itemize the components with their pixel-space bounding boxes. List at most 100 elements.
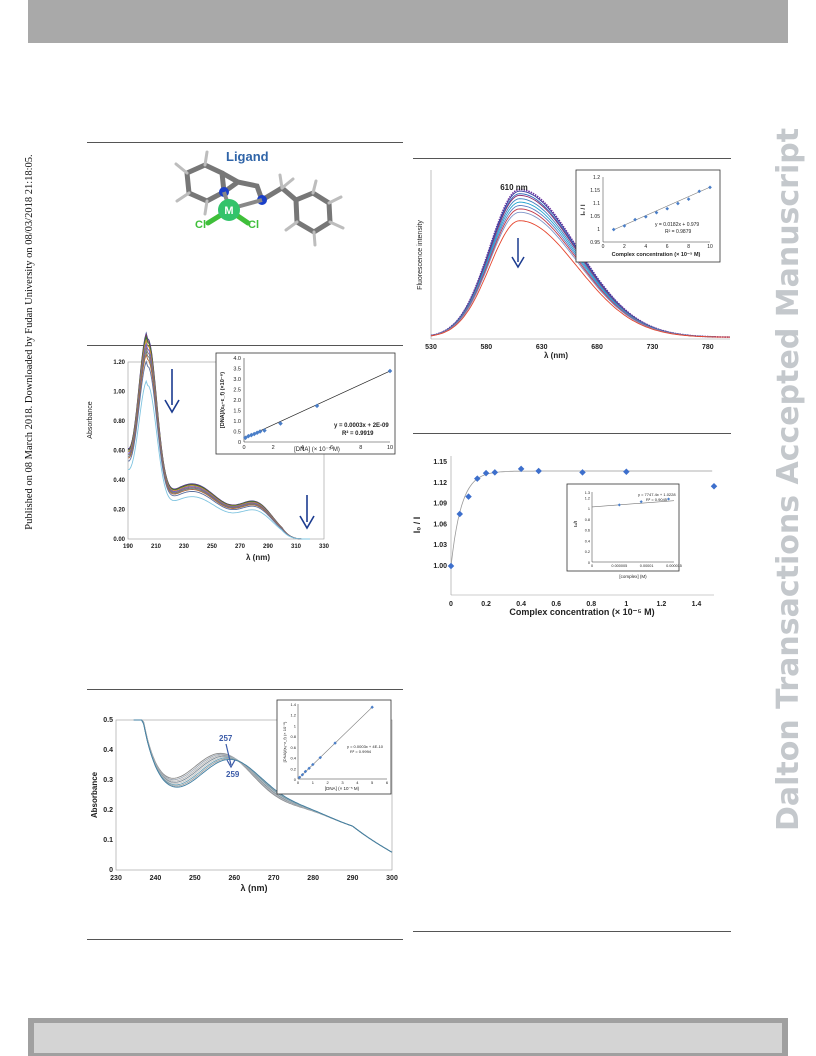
- second-absorbance-inset-x-tick-0: 0: [297, 780, 300, 785]
- quench-ratio-inset-r2: R² = 0.9045: [646, 497, 668, 502]
- second-absorbance-x-tick-7: 300: [386, 875, 398, 882]
- fluorescence-inset-r2: R² = 0.9879: [665, 229, 691, 235]
- absorbance-y-tick-0: 0.00: [113, 537, 125, 543]
- second-absorbance-y-tick-0: 0: [109, 867, 113, 874]
- chlorine-label-left: Cl: [195, 219, 206, 231]
- absorbance-curves: [127, 331, 310, 540]
- second-absorbance-x-tick-0: 230: [110, 875, 122, 882]
- second-absorbance-x-tick-2: 250: [189, 875, 201, 882]
- absorbance-inset-y-label: [DNA]/(εₐ−ε_f) (×10⁻⁸): [220, 372, 226, 428]
- fluorescence-inset-y-tick-0: 0.95: [590, 240, 600, 246]
- second-absorbance-y-tick-1: 0.1: [103, 837, 113, 844]
- second-absorbance-inset-y-tick-0: 0: [294, 777, 297, 782]
- second-absorbance-inset-y-tick-2: 0.4: [290, 756, 296, 761]
- absorbance-inset-equation: y = 0.0003x + 2E-09: [334, 423, 389, 429]
- absorbance-curve-9: [127, 379, 310, 540]
- quench-ratio-inset-x-tick-1: 0.000005: [611, 564, 627, 568]
- quench-ratio-inset-y-label: I₀/I: [573, 521, 578, 527]
- absorbance-x-tick-4: 270: [235, 544, 246, 550]
- rule-left-1: [87, 142, 403, 143]
- second-absorbance-y-tick-2: 0.2: [103, 807, 113, 814]
- fluorescence-x-tick-5: 780: [702, 344, 714, 351]
- footer-bar: [28, 1018, 788, 1056]
- quench-ratio-inset-y-tick-2: 0.4: [585, 539, 590, 543]
- fluorescence-inset-y-tick-2: 1.05: [590, 214, 600, 220]
- fluorescence-y-label: Fluorescence intensity: [417, 220, 424, 290]
- absorbance-inset-x-tick-4: 8: [359, 445, 362, 451]
- rule-left-2: [87, 345, 403, 346]
- absorbance-x-tick-5: 290: [263, 544, 274, 550]
- second-absorbance-curves: [133, 719, 393, 853]
- rule-right-3: [413, 931, 731, 932]
- peak-start-label: 257: [219, 734, 233, 743]
- rule-right-2: [413, 433, 731, 434]
- quench-ratio-point-1: [456, 510, 464, 518]
- quench-ratio-inset-x-tick-0: 0: [591, 564, 593, 568]
- absorbance-inset-y-tick-1: 0.5: [233, 430, 241, 436]
- fluorescence-x-tick-2: 630: [536, 344, 548, 351]
- quench-ratio-inset-x-label: [complex] (M): [619, 574, 647, 579]
- second-absorbance-y-tick-4: 0.4: [103, 747, 113, 754]
- fluorescence-x-label: λ (nm): [544, 351, 568, 360]
- absorbance-inset-y-tick-2: 1.0: [233, 419, 241, 425]
- second-absorbance-x-tick-4: 270: [268, 875, 280, 882]
- fluorescence-inset-y-tick-3: 1.1: [593, 201, 600, 207]
- fluorescence-inset-point-4: [654, 210, 659, 215]
- second-absorbance-inset-y-tick-3: 0.6: [290, 745, 296, 750]
- absorbance-inset-x-tick-1: 2: [272, 445, 275, 451]
- second-absorbance-x-tick-1: 240: [150, 875, 162, 882]
- absorbance-inset-x-tick-2: 4: [301, 445, 304, 451]
- quench-ratio-inset-y-tick-5: 1: [588, 507, 590, 511]
- absorbance-y-tick-1: 0.20: [113, 508, 125, 514]
- peak-end-label: 259: [226, 770, 240, 779]
- quench-ratio-point-6: [517, 465, 525, 473]
- quench-ratio-point-7: [535, 467, 542, 475]
- absorbance-inset-x-tick-0: 0: [242, 445, 245, 451]
- rule-right-1: [413, 158, 731, 159]
- quench-ratio-chart: 0 0.2 0.4 0.6 0.8 1 1.2 1.4 1.00 1.03 1.06 1.09 1.12…: [412, 456, 718, 617]
- molecule-structure: M Cl Cl Ligand: [174, 149, 345, 247]
- absorbance-inset-point-7: [278, 421, 283, 426]
- fluorescence-decrease-arrow: [511, 238, 525, 269]
- absorbance-inset-y-tick-3: 1.5: [233, 409, 241, 415]
- fluorescence-x-tick-3: 680: [591, 344, 603, 351]
- quench-ratio-point-0: [447, 562, 455, 570]
- fluorescence-inset-fit-line: [613, 186, 711, 231]
- quench-ratio-x-tick-3: 0.6: [551, 601, 561, 608]
- peak-shift-arrow: [225, 743, 232, 766]
- absorbance-x-tick-7: 330: [319, 544, 330, 550]
- second-absorbance-inset-equation: y = 0.0003x + 4E-10: [347, 744, 384, 749]
- second-absorbance-y-tick-5: 0.5: [103, 717, 113, 724]
- quench-ratio-point-4: [482, 469, 490, 477]
- second-absorbance-frame: [115, 719, 393, 871]
- quench-ratio-inset-point-2: [666, 497, 671, 501]
- second-absorbance-inset-x-tick-2: 2: [327, 780, 330, 785]
- fluorescence-chart: 530 580 630 680 730 780 Fluorescence intensit…: [417, 169, 731, 360]
- absorbance-x-tick-0: 190: [123, 544, 134, 550]
- absorbance-inset-x-label: [DNA] (× 10⁻⁵ M): [294, 446, 340, 453]
- second-absorbance-x-label: λ (nm): [241, 883, 268, 893]
- quench-ratio-x-tick-6: 1.2: [657, 601, 667, 608]
- fluorescence-inset-x-tick-4: 8: [687, 244, 690, 250]
- quench-ratio-inset-y-tick-7: 1.3: [585, 491, 590, 495]
- quench-ratio-y-tick-0: 1.00: [433, 563, 447, 570]
- second-absorbance-inset-y-tick-4: 0.8: [290, 734, 296, 739]
- quench-ratio-point-8: [579, 469, 586, 476]
- quench-ratio-inset-y-tick-3: 0.6: [585, 529, 590, 533]
- second-absorbance-curve-7: [133, 719, 393, 853]
- second-absorbance-inset-point-2: [303, 769, 308, 774]
- absorbance-inset-r2: R² = 0.9919: [342, 430, 374, 437]
- metal-label: M: [224, 205, 233, 217]
- quench-ratio-marks: [447, 465, 718, 570]
- fluorescence-x-tick-4: 730: [647, 344, 659, 351]
- decrease-arrow-1: [164, 369, 180, 414]
- quench-ratio-inset-point-0: [617, 503, 621, 507]
- absorbance-inset-point-8: [314, 403, 320, 409]
- quench-ratio-inset-fit-line: [591, 500, 675, 508]
- fluorescence-inset-equation: y = 0.0182x + 0.979: [655, 222, 699, 228]
- second-absorbance-inset-x-tick-1: 1: [312, 780, 315, 785]
- quench-ratio-x-label: Complex concentration (× 10⁻⁵ M): [509, 607, 654, 617]
- absorbance-x-tick-6: 310: [291, 544, 302, 550]
- absorbance-inset-y-tick-4: 2.0: [233, 398, 241, 404]
